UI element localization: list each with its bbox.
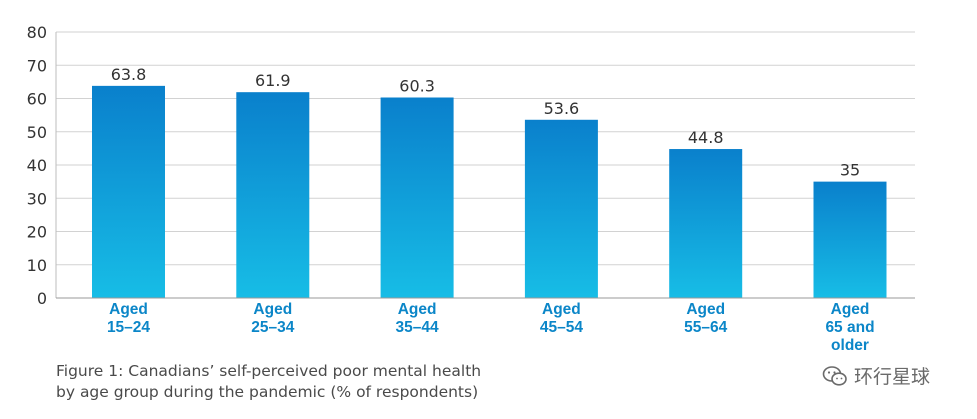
bar bbox=[813, 181, 887, 298]
bar bbox=[92, 85, 165, 299]
bar bbox=[524, 119, 598, 298]
value-label: 53.6 bbox=[544, 99, 580, 118]
watermark: 环行星球 bbox=[822, 362, 930, 389]
bars bbox=[92, 85, 887, 299]
caption-line-2: by age group during the pandemic (% of r… bbox=[56, 383, 479, 401]
category-label: Aged bbox=[253, 301, 292, 318]
y-tick-label: 60 bbox=[27, 90, 47, 109]
caption-line-1: Figure 1: Canadians’ self-perceived poor… bbox=[56, 362, 482, 380]
y-axis-ticks: 0 10 20 30 40 50 60 70 80 bbox=[27, 23, 47, 308]
y-tick-label: 20 bbox=[27, 223, 47, 242]
category-label: 35–44 bbox=[396, 319, 439, 336]
gridlines bbox=[55, 31, 915, 298]
figure-caption: Figure 1: Canadians’ self-perceived poor… bbox=[56, 361, 481, 403]
y-tick-label: 40 bbox=[27, 156, 47, 175]
y-tick-label: 80 bbox=[27, 23, 47, 42]
value-label: 35 bbox=[840, 161, 860, 180]
value-label: 63.8 bbox=[111, 65, 147, 84]
value-labels: 63.8 61.9 60.3 53.6 44.8 35 bbox=[111, 65, 860, 180]
category-label: 65 and bbox=[825, 319, 874, 336]
y-tick-label: 30 bbox=[27, 189, 47, 208]
y-tick-label: 10 bbox=[27, 256, 47, 275]
category-label: Aged bbox=[398, 301, 437, 318]
category-label: 25–34 bbox=[251, 319, 294, 336]
bar bbox=[236, 92, 310, 299]
bar bbox=[669, 149, 743, 298]
watermark-text: 环行星球 bbox=[854, 366, 931, 388]
category-labels: Aged15–24Aged25–34Aged35–44Aged45–54Aged… bbox=[107, 301, 875, 354]
y-tick-label: 0 bbox=[37, 289, 47, 308]
category-label: older bbox=[831, 337, 869, 354]
bar bbox=[380, 97, 454, 298]
value-label: 61.9 bbox=[255, 71, 291, 90]
value-label: 60.3 bbox=[399, 77, 435, 96]
category-label: Aged bbox=[831, 301, 870, 318]
category-label: 55–64 bbox=[684, 319, 727, 336]
category-label: 15–24 bbox=[107, 319, 150, 336]
category-label: Aged bbox=[109, 301, 148, 318]
value-label: 44.8 bbox=[688, 128, 724, 147]
y-tick-label: 50 bbox=[27, 123, 47, 142]
y-tick-label: 70 bbox=[27, 56, 47, 75]
wechat-icon bbox=[822, 365, 847, 386]
bar-chart: 0 10 20 30 40 50 60 70 80 63.8 61.9 60.3 53.6 44.8 35… bbox=[27, 23, 915, 354]
category-label: Aged bbox=[686, 301, 725, 318]
category-label: Aged bbox=[542, 301, 581, 318]
category-label: 45–54 bbox=[540, 319, 583, 336]
